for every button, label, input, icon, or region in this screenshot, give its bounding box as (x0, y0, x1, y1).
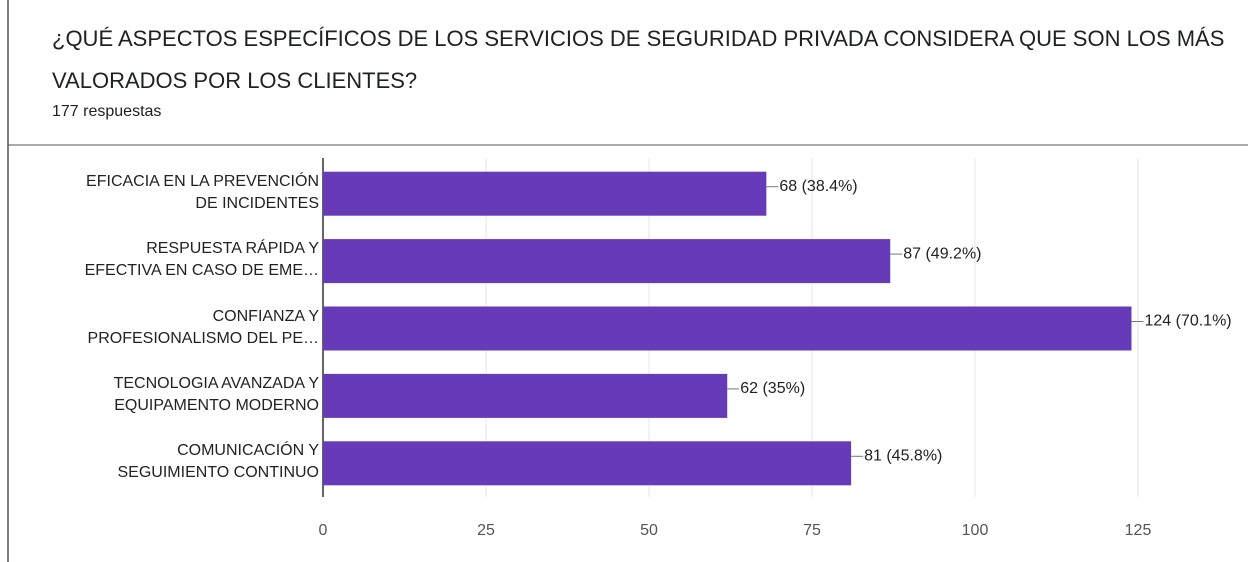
bar (323, 373, 728, 418)
category-label: EFICACIA EN LA PREVENCIÓN DE INCIDENTES (86, 172, 319, 212)
category-label: CONFIANZA Y PROFESIONALISMO DEL PE… (87, 307, 319, 347)
bar (323, 171, 767, 216)
value-label: 62 (35%) (740, 380, 805, 397)
x-tick-label: 125 (1125, 522, 1152, 539)
value-label: 81 (45.8%) (864, 448, 942, 465)
chart-title: ¿QUÉ ASPECTOS ESPECÍFICOS DE LOS SERVICI… (52, 26, 1225, 93)
x-tick-label: 25 (477, 522, 495, 539)
category-label: RESPUESTA RÁPIDA Y EFECTIVA EN CASO DE E… (84, 240, 319, 280)
x-tick-label: 100 (962, 522, 989, 539)
value-label: 68 (38.4%) (779, 178, 857, 195)
bar (323, 306, 1132, 351)
value-label: 124 (70.1%) (1144, 313, 1231, 330)
chart-subtitle: 177 respuestas (52, 103, 162, 120)
x-tick-label: 0 (319, 522, 328, 539)
category-label: COMUNICACIÓN Y SEGUIMIENTO CONTINUO (117, 442, 320, 482)
value-label: 87 (49.2%) (903, 245, 981, 262)
bar (323, 441, 852, 486)
x-tick-label: 75 (803, 522, 821, 539)
bar (323, 239, 891, 284)
category-label: TECNOLOGIA AVANZADA Y EQUIPAMENTO MODERN… (113, 374, 319, 414)
x-tick-label: 50 (640, 522, 658, 539)
